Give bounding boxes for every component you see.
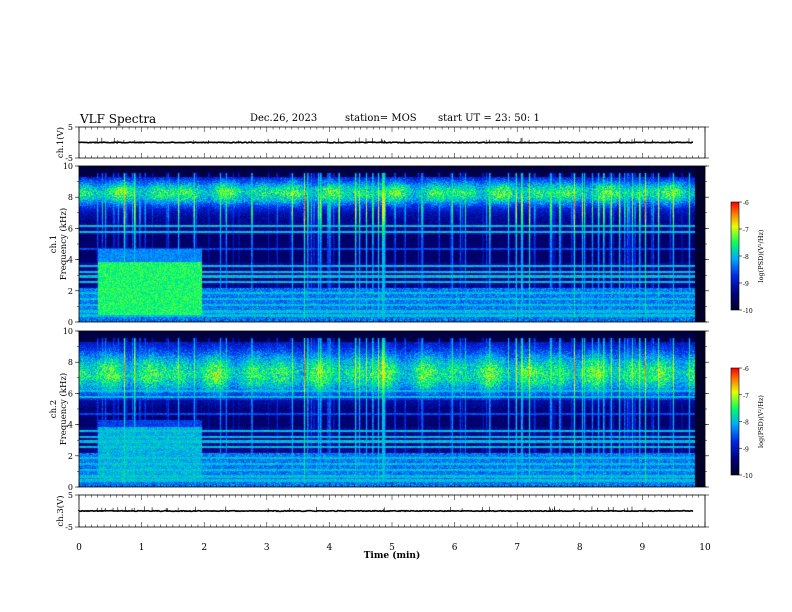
x-tick-label: 1 xyxy=(139,543,145,553)
y-tick-label: 4 xyxy=(68,256,73,265)
date-label: Dec.26, 2023 xyxy=(250,113,318,124)
x-tick-label: 8 xyxy=(577,543,583,553)
colorbar-tick-label: -7 xyxy=(743,227,749,234)
y-axis-label-channel: ch.2 xyxy=(49,400,59,418)
y-tick-label: 8 xyxy=(68,193,73,202)
y-tick-label: -5 xyxy=(65,523,73,532)
x-tick-label: 4 xyxy=(327,543,333,553)
y-tick-label: 5 xyxy=(68,123,73,132)
colorbar-tick-label: -9 xyxy=(743,446,749,453)
x-tick-label: 10 xyxy=(699,543,711,553)
waveform-trace xyxy=(78,141,694,144)
colorbar-tick-label: -6 xyxy=(743,366,749,373)
x-tick-label: 3 xyxy=(264,543,270,553)
y-tick-label: -5 xyxy=(65,154,73,163)
colorbar-tick-label: -8 xyxy=(743,254,749,261)
station-label: station= MOS xyxy=(345,113,417,124)
y-axis-label: Frequency (kHz) xyxy=(58,208,69,280)
colorbar-label: log(PSD)(V²/Hz) xyxy=(757,229,765,282)
y-tick-label: 8 xyxy=(68,358,73,367)
x-tick-label: 0 xyxy=(76,543,82,553)
spectrogram-ch2-image xyxy=(79,331,705,487)
x-axis-label: Time (min) xyxy=(364,550,421,561)
spectrogram-ch1-image xyxy=(79,166,705,322)
y-tick-label: 0 xyxy=(68,483,73,492)
colorbar-label: log(PSD)(V²/Hz) xyxy=(757,395,765,448)
colorbar-tick-label: -6 xyxy=(743,200,749,207)
waveform-trace xyxy=(78,509,694,513)
x-tick-label: 9 xyxy=(640,543,646,553)
y-axis-label: ch.3(V) xyxy=(55,495,66,526)
x-tick-label: 5 xyxy=(389,543,395,553)
y-tick-label: 0 xyxy=(68,318,73,327)
x-tick-label: 2 xyxy=(201,543,207,553)
figure-title: VLF Spectra xyxy=(80,112,157,126)
colorbar-tick-label: -9 xyxy=(743,281,749,288)
y-axis-label: ch.1(V) xyxy=(55,127,66,158)
start-time-label: start UT = 23: 50: 1 xyxy=(438,113,540,124)
y-tick-label: 10 xyxy=(63,327,73,336)
colorbar-tick-label: -8 xyxy=(743,420,749,427)
y-tick-label: 2 xyxy=(68,452,73,461)
y-tick-label: 4 xyxy=(68,421,73,430)
colorbar-ch2 xyxy=(731,368,739,475)
y-axis-label: Frequency (kHz) xyxy=(58,373,69,445)
colorbar-tick-label: -10 xyxy=(743,473,753,480)
y-axis-label-channel: ch.1 xyxy=(49,235,59,253)
y-tick-label: 6 xyxy=(68,224,73,233)
y-tick-label: 10 xyxy=(63,162,73,171)
x-tick-label: 6 xyxy=(452,543,458,553)
x-tick-label: 7 xyxy=(514,543,520,553)
colorbar-tick-label: -10 xyxy=(743,308,753,315)
y-tick-label: 2 xyxy=(68,287,73,296)
colorbar-tick-label: -7 xyxy=(743,393,749,400)
y-tick-label: 6 xyxy=(68,389,73,398)
y-tick-label: 5 xyxy=(68,491,73,500)
colorbar-ch1 xyxy=(731,202,739,310)
